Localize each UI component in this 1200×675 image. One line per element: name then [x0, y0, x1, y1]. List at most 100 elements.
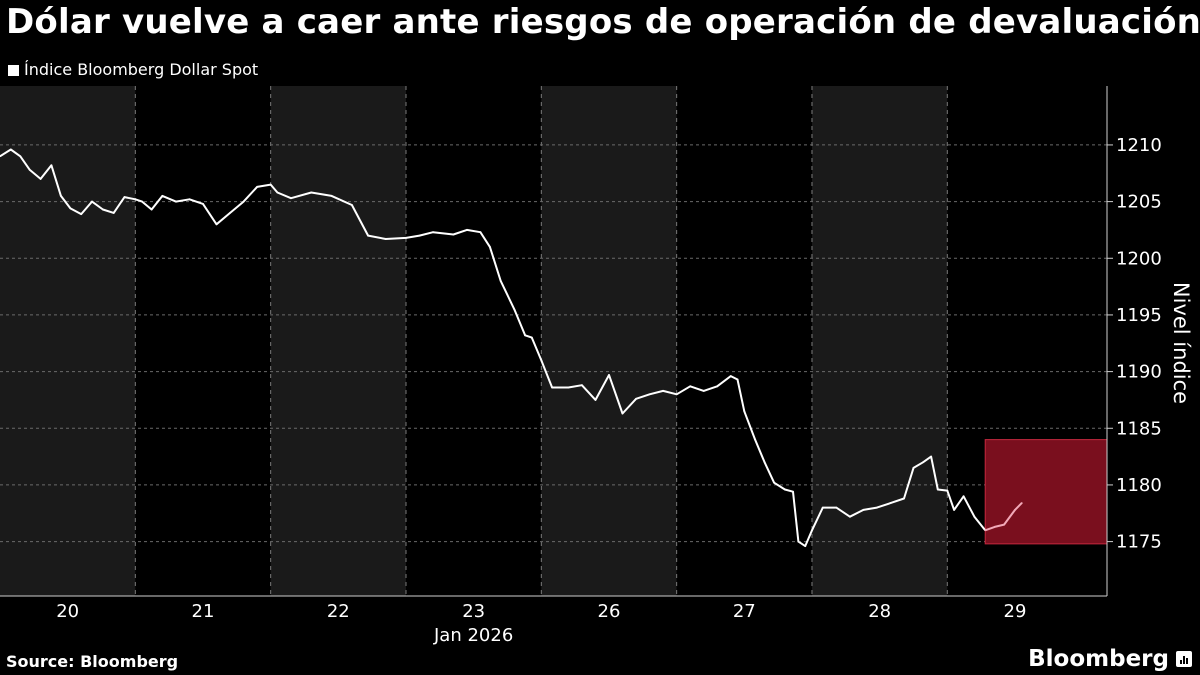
x-axis-label: Jan 2026: [433, 625, 513, 646]
data-point: [269, 183, 272, 186]
data-point: [848, 515, 851, 518]
data-point: [141, 200, 143, 203]
data-point: [903, 497, 905, 500]
y-tick-label: 1175: [1116, 532, 1162, 553]
x-tick-label: 26: [598, 601, 621, 622]
data-point: [729, 375, 732, 378]
data-point: [488, 246, 491, 248]
data-point: [743, 410, 746, 413]
data-point: [69, 207, 72, 210]
data-point: [889, 502, 892, 504]
data-point: [418, 234, 421, 237]
day-band: [270, 86, 406, 596]
data-point: [953, 508, 955, 511]
data-point: [946, 489, 949, 492]
data-point: [310, 191, 313, 194]
data-point: [784, 488, 786, 491]
data-point: [930, 455, 932, 458]
data-point: [716, 385, 719, 388]
data-point: [540, 359, 543, 362]
data-point: [675, 393, 678, 396]
day-band: [0, 86, 136, 596]
data-point: [19, 155, 22, 158]
data-point: [736, 378, 739, 381]
data-point: [330, 195, 333, 197]
bloomberg-logo-icon: [1176, 651, 1192, 667]
data-point: [80, 213, 83, 215]
y-axis-label: Nivel índice: [1169, 282, 1193, 404]
data-point: [984, 529, 987, 532]
source-note: Source: Bloomberg: [6, 652, 179, 671]
data-point: [648, 393, 651, 396]
data-point: [754, 438, 757, 441]
data-point: [465, 229, 468, 231]
day-band: [811, 86, 948, 596]
data-point: [91, 200, 93, 203]
data-point: [936, 488, 939, 491]
highlight-box: [984, 439, 1108, 545]
data-point: [530, 336, 533, 339]
y-tick-label: 1205: [1116, 192, 1162, 213]
data-point: [567, 386, 570, 389]
data-point: [9, 148, 12, 151]
data-point: [835, 506, 838, 509]
x-tick-label: 29: [1004, 601, 1027, 622]
x-tick-label: 20: [56, 601, 79, 622]
day-band: [541, 86, 677, 596]
legend: Índice Bloomberg Dollar Spot: [8, 60, 258, 79]
data-point: [50, 164, 53, 167]
data-point: [479, 231, 482, 234]
data-point: [662, 389, 665, 392]
data-point: [215, 223, 218, 226]
data-point: [763, 461, 766, 464]
data-point: [993, 525, 996, 528]
data-point: [161, 195, 164, 197]
x-tick-label: 23: [462, 601, 485, 622]
data-point: [384, 238, 387, 240]
y-tick-label: 1190: [1116, 362, 1162, 383]
data-point: [973, 515, 976, 518]
data-point: [242, 200, 245, 203]
data-point: [594, 399, 597, 401]
data-point: [551, 386, 554, 389]
data-point: [39, 178, 42, 180]
data-point: [1003, 523, 1006, 526]
data-point: [432, 231, 434, 234]
data-point: [689, 385, 692, 388]
data-point: [702, 389, 705, 392]
data-point: [821, 506, 824, 509]
data-point: [499, 280, 502, 282]
x-tick-label: 27: [733, 601, 756, 622]
data-point: [1020, 502, 1023, 504]
x-tick-label: 21: [192, 601, 215, 622]
data-point: [912, 467, 915, 469]
data-point: [876, 506, 878, 509]
data-point: [256, 185, 259, 188]
data-point: [581, 384, 583, 387]
data-point: [123, 196, 126, 198]
chart-title: Dólar vuelve a caer ante riesgos de oper…: [6, 2, 1200, 42]
data-point: [59, 195, 62, 197]
data-point: [367, 234, 369, 237]
data-point: [862, 508, 865, 511]
data-point: [1014, 508, 1016, 511]
data-point: [962, 495, 965, 498]
data-point: [811, 529, 813, 532]
data-point: [229, 212, 231, 214]
series-line: [0, 148, 986, 548]
data-point: [621, 412, 624, 415]
data-point: [101, 208, 104, 211]
data-point: [0, 155, 1, 158]
data-point: [276, 191, 279, 194]
data-point: [112, 212, 115, 214]
y-tick-label: 1185: [1116, 418, 1162, 439]
data-point: [350, 204, 353, 206]
x-tick-label: 22: [327, 601, 350, 622]
brand-name: Bloomberg: [1028, 646, 1169, 672]
brand: Bloomberg: [1028, 646, 1192, 672]
data-point: [188, 198, 191, 201]
data-point: [290, 197, 292, 200]
data-point: [28, 168, 31, 171]
data-point: [797, 540, 800, 543]
